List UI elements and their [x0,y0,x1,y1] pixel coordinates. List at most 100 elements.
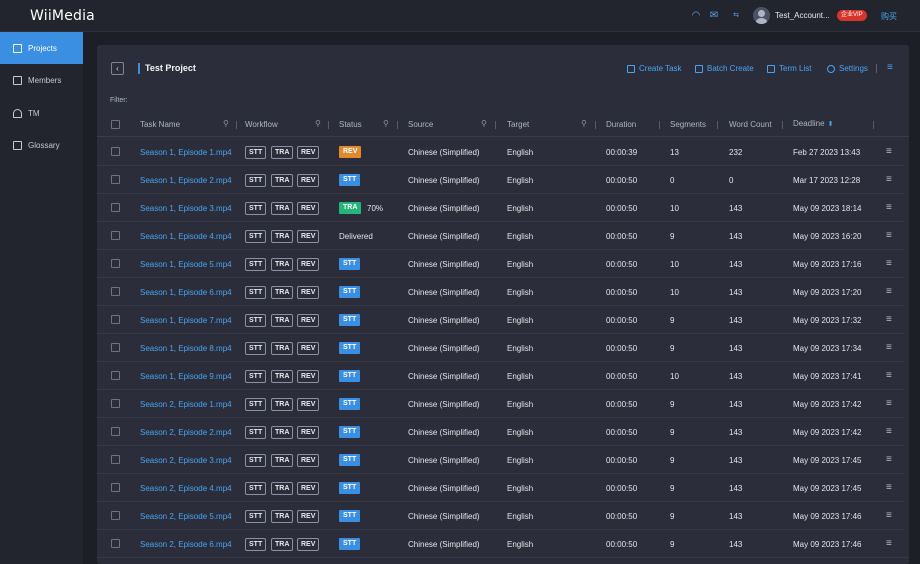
col-workflow[interactable]: Workflow [245,120,278,129]
row-menu-icon[interactable]: ≡ [886,454,892,465]
workflow-step-rev[interactable]: REV [297,258,320,271]
row-checkbox[interactable] [111,455,120,464]
workflow-step-rev[interactable]: REV [297,202,320,215]
select-all-checkbox[interactable] [111,120,120,129]
table-row[interactable]: Season 2, Episode 4.mp4 STT TRA REV STT Chine… [97,474,909,502]
row-menu-icon[interactable]: ≡ [886,342,892,353]
workflow-step-tra[interactable]: TRA [271,454,294,467]
task-name-link[interactable]: Season 1, Episode 6.mp4 [140,288,232,297]
workflow-step-tra[interactable]: TRA [271,538,294,551]
task-name-link[interactable]: Season 1, Episode 2.mp4 [140,176,232,185]
table-row[interactable]: Season 2, Episode 3.mp4 STT TRA REV STT Chine… [97,446,909,474]
workflow-step-tra[interactable]: TRA [271,398,294,411]
col-duration[interactable]: Duration [606,120,637,129]
workflow-step-tra[interactable]: TRA [271,426,294,439]
workflow-step-stt[interactable]: STT [245,538,267,551]
workflow-step-stt[interactable]: STT [245,398,267,411]
workflow-step-tra[interactable]: TRA [271,370,294,383]
row-checkbox[interactable] [111,371,120,380]
row-menu-icon[interactable]: ≡ [886,398,892,409]
row-menu-icon[interactable]: ≡ [886,230,892,241]
task-name-link[interactable]: Season 2, Episode 2.mp4 [140,428,232,437]
sidebar-item-members[interactable]: Members [0,64,83,96]
col-deadline[interactable]: Deadline ⬍ [793,119,833,128]
back-button[interactable]: ‹ [111,62,124,75]
workflow-step-tra[interactable]: TRA [271,314,294,327]
row-checkbox[interactable] [111,399,120,408]
task-name-link[interactable]: Season 2, Episode 4.mp4 [140,484,232,493]
filter-icon[interactable]: ⚲ [581,119,587,128]
col-source[interactable]: Source [408,120,434,129]
row-checkbox[interactable] [111,287,120,296]
workflow-step-rev[interactable]: REV [297,454,320,467]
table-row[interactable]: Season 1, Episode 6.mp4 STT TRA REV STT Chine… [97,278,909,306]
table-row[interactable]: Season 1, Episode 3.mp4 STT TRA REV TRA 70% Ch… [97,194,909,222]
workflow-step-stt[interactable]: STT [245,314,267,327]
workflow-step-rev[interactable]: REV [297,230,320,243]
workflow-step-stt[interactable]: STT [245,286,267,299]
row-checkbox[interactable] [111,483,120,492]
workflow-step-rev[interactable]: REV [297,398,320,411]
task-name-link[interactable]: Season 2, Episode 3.mp4 [140,456,232,465]
workflow-step-tra[interactable]: TRA [271,202,294,215]
workflow-step-rev[interactable]: REV [297,146,320,159]
headset-icon[interactable]: ◠ [691,10,701,21]
workflow-step-stt[interactable]: STT [245,230,267,243]
table-row[interactable]: Season 2, Episode 5.mp4 STT TRA REV STT Chine… [97,502,909,530]
task-name-link[interactable]: Season 2, Episode 6.mp4 [140,540,232,549]
workflow-step-tra[interactable]: TRA [271,286,294,299]
table-row[interactable]: Season 1, Episode 8.mp4 STT TRA REV STT Chine… [97,334,909,362]
row-checkbox[interactable] [111,231,120,240]
batch-create-button[interactable]: Batch Create [695,64,754,73]
row-checkbox[interactable] [111,203,120,212]
task-name-link[interactable]: Season 1, Episode 7.mp4 [140,316,232,325]
task-name-link[interactable]: Season 1, Episode 8.mp4 [140,344,232,353]
task-name-link[interactable]: Season 2, Episode 5.mp4 [140,512,232,521]
buy-link[interactable]: 购买 [881,12,897,21]
workflow-step-tra[interactable]: TRA [271,230,294,243]
col-word-count[interactable]: Word Count [729,120,772,129]
row-menu-icon[interactable]: ≡ [886,258,892,269]
row-checkbox[interactable] [111,259,120,268]
col-segments[interactable]: Segments [670,120,707,129]
workflow-step-tra[interactable]: TRA [271,174,294,187]
create-task-button[interactable]: Create Task [627,64,682,73]
col-target[interactable]: Target [507,120,530,129]
workflow-step-rev[interactable]: REV [297,482,320,495]
task-name-link[interactable]: Season 1, Episode 3.mp4 [140,204,232,213]
row-menu-icon[interactable]: ≡ [886,202,892,213]
task-name-link[interactable]: Season 1, Episode 9.mp4 [140,372,232,381]
workflow-step-tra[interactable]: TRA [271,510,294,523]
row-menu-icon[interactable]: ≡ [886,286,892,297]
row-menu-icon[interactable]: ≡ [886,538,892,549]
workflow-step-rev[interactable]: REV [297,314,320,327]
filter-icon[interactable]: ⚲ [383,119,389,128]
task-name-link[interactable]: Season 2, Episode 1.mp4 [140,400,232,409]
workflow-step-rev[interactable]: REV [297,510,320,523]
row-checkbox[interactable] [111,539,120,548]
workflow-step-stt[interactable]: STT [245,258,267,271]
workflow-step-tra[interactable]: TRA [271,146,294,159]
table-row[interactable]: Season 2, Episode 2.mp4 STT TRA REV STT Chine… [97,418,909,446]
row-menu-icon[interactable]: ≡ [886,314,892,325]
task-name-link[interactable]: Season 1, Episode 1.mp4 [140,148,232,157]
filter-icon[interactable]: ⚲ [481,119,487,128]
row-menu-icon[interactable]: ≡ [886,482,892,493]
table-row[interactable]: Season 1, Episode 4.mp4 STT TRA REV Delivere… [97,222,909,250]
sidebar-item-glossary[interactable]: Glossary [0,129,83,161]
row-checkbox[interactable] [111,511,120,520]
workflow-step-stt[interactable]: STT [245,342,267,355]
table-row[interactable]: Season 1, Episode 1.mp4 STT TRA REV REV Chine… [97,138,909,166]
workflow-step-tra[interactable]: TRA [271,482,294,495]
workflow-step-stt[interactable]: STT [245,146,267,159]
mail-icon[interactable]: ✉ [709,10,719,21]
workflow-step-stt[interactable]: STT [245,482,267,495]
table-row[interactable]: Season 1, Episode 2.mp4 STT TRA REV STT Chine… [97,166,909,194]
avatar[interactable] [753,7,770,24]
table-row[interactable]: Season 1, Episode 7.mp4 STT TRA REV STT Chine… [97,306,909,334]
row-menu-icon[interactable]: ≡ [886,370,892,381]
workflow-step-tra[interactable]: TRA [271,342,294,355]
task-name-link[interactable]: Season 1, Episode 4.mp4 [140,232,232,241]
workflow-step-stt[interactable]: STT [245,426,267,439]
table-row[interactable]: Season 1, Episode 9.mp4 STT TRA REV STT Chine… [97,362,909,390]
